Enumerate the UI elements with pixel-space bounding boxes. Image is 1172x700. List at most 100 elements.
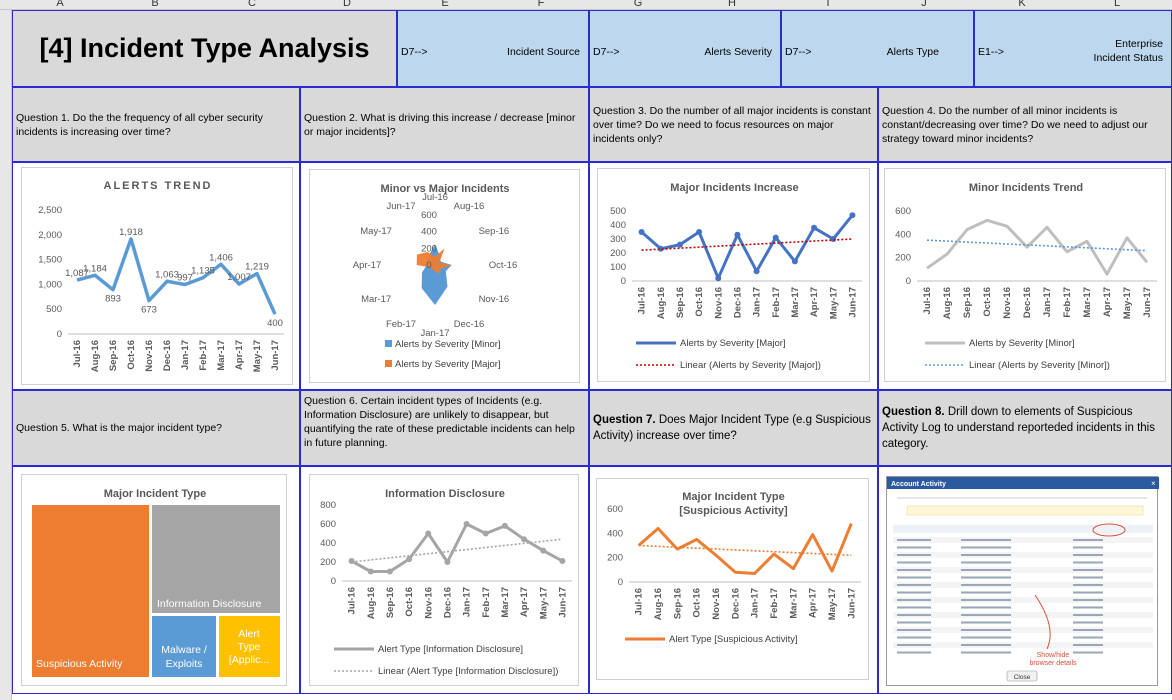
data-point (386, 568, 393, 575)
titlebar (887, 477, 1159, 489)
question-5[interactable]: Question 5. What is the major incident t… (12, 390, 300, 466)
x-tick-label: Nov-16 (423, 587, 434, 619)
header-alerts-type[interactable]: D7--> Alerts Type (781, 10, 974, 87)
legend-label: Linear (Alerts by Severity [Major]) (680, 360, 821, 371)
row-cell (897, 591, 931, 594)
col-L[interactable]: L (1113, 0, 1121, 9)
header-enterprise-status[interactable]: E1--> Enterprise Incident Status (974, 10, 1172, 87)
question-4[interactable]: Question 4. Do the number of all minor i… (878, 87, 1172, 162)
alerts-trend-chart[interactable]: ALERTS TREND 0 500 1,000 1,500 2,000 2,500 Jul-… (21, 167, 293, 385)
chart-title: Minor Incidents Trend (969, 182, 1083, 194)
x-tick-label: Apr-17 (809, 287, 820, 317)
legend-label: Alerts by Severity [Major] (395, 359, 501, 370)
col-F[interactable]: F (537, 0, 545, 9)
radar-axis-label: Nov-16 (479, 294, 510, 305)
question-1[interactable]: Question 1. Do the the frequency of all … (12, 87, 300, 162)
x-tick-label: Apr-17 (519, 587, 530, 617)
trendline (351, 538, 563, 563)
x-tick-label: Jun-17 (557, 587, 568, 618)
data-point (348, 558, 355, 565)
row-cell (1073, 606, 1103, 609)
row-cell (961, 636, 1011, 639)
legend-label: Alerts by Severity [Major] (680, 338, 786, 349)
data-point (715, 275, 722, 282)
y-tick-label: 600 (607, 504, 623, 515)
x-tick-label: Jan-17 (750, 588, 761, 618)
question-6[interactable]: Question 6. Certain incident types of In… (300, 390, 589, 466)
row-cell (961, 651, 1011, 654)
page-title[interactable]: [4] Incident Type Analysis (12, 10, 397, 87)
x-tick-label: Mar-17 (788, 588, 799, 619)
col-H[interactable]: H (728, 0, 736, 9)
x-tick-label: Jun-17 (847, 287, 858, 318)
minor-vs-major-chart[interactable]: Minor vs Major Incidents 0 200 400 600 Jul-16… (309, 169, 580, 383)
x-tick-label: Sep-16 (962, 287, 973, 318)
table-row (893, 567, 1153, 573)
radar-axis-label: Apr-17 (353, 260, 382, 271)
annotation-arrow (1034, 594, 1051, 650)
y-tick-label: 200 (895, 253, 911, 264)
chart-title: Major Incident Type (104, 488, 206, 500)
treemap-label: [Applic... (229, 654, 269, 666)
data-point (830, 236, 837, 242)
data-point (676, 241, 683, 248)
x-tick-label: Dec-16 (1022, 287, 1033, 318)
major-incidents-increase-chart[interactable]: Major Incidents Increase 0 100 200 300 400 500… (597, 168, 870, 382)
data-point (791, 258, 798, 265)
trendline (641, 238, 853, 251)
legend-label: Alert Type [Information Disclosure] (378, 644, 523, 655)
chart-title: Major Incidents Increase (670, 182, 798, 194)
header-incident-source[interactable]: D7--> Incident Source (397, 10, 589, 87)
row-cell (961, 629, 1011, 631)
chart-cell-1 (12, 162, 300, 390)
y-tick-label: 400 (320, 538, 336, 549)
x-tick-label: Jul-16 (634, 588, 645, 615)
chart-title: Major Incident Type (682, 491, 784, 503)
data-point (772, 234, 779, 241)
question-7[interactable]: Question 7. Does Major Incident Type (e.… (589, 390, 878, 466)
x-tick-label: Jul-16 (347, 587, 358, 614)
y-tick-label: 100 (610, 262, 626, 273)
data-label: 673 (141, 305, 157, 316)
col-B[interactable]: B (151, 0, 159, 9)
chart-cell-7 (589, 466, 878, 694)
major-increase-svg: Major Incidents Increase 0 100 200 300 400 500… (610, 182, 862, 371)
col-E[interactable]: E (441, 0, 449, 9)
major-incident-type-treemap[interactable]: Major Incident Type Suspicious Activity In… (21, 474, 287, 686)
x-tick-label: Jan-17 (1042, 287, 1053, 317)
header-alerts-severity[interactable]: D7--> Alerts Severity (589, 10, 781, 87)
row-cell (961, 569, 1011, 571)
legend-label: Alert Type [Suspicious Activity] (669, 634, 798, 645)
legend-label: Alerts by Severity [Minor] (395, 339, 501, 350)
question-7-text: Does Major Incident Type (e.g Suspicious… (593, 414, 871, 442)
data-label: 997 (177, 273, 193, 284)
col-K[interactable]: K (1018, 0, 1026, 9)
data-point (657, 245, 664, 252)
data-point (734, 231, 741, 238)
suspicious-activity-chart[interactable]: Major Incident Type [Suspicious Activity]… (596, 478, 869, 680)
row-cell (897, 599, 931, 601)
question-3[interactable]: Question 3. Do the number of all major i… (589, 87, 878, 162)
y-tick-label: 2,500 (38, 205, 62, 216)
y-tick-label: 200 (607, 553, 623, 564)
legend-swatch (385, 360, 392, 367)
col-I[interactable]: I (826, 0, 830, 9)
x-tick-label: Nov-16 (713, 287, 724, 319)
x-tick-label: Feb-17 (771, 287, 782, 318)
row-cell (897, 651, 931, 654)
question-2[interactable]: Question 2. What is driving this increas… (300, 87, 589, 162)
x-tick-label: Jun-17 (846, 588, 857, 619)
header-label: Enterprise Incident Status (1093, 38, 1163, 64)
col-A[interactable]: A (56, 0, 64, 9)
y-tick-label: 400 (607, 528, 623, 539)
col-G[interactable]: G (633, 0, 643, 9)
col-J[interactable]: J (921, 0, 927, 9)
minor-incidents-trend-chart[interactable]: Minor Incidents Trend 0 200 400 600 Jul-16 Aug… (884, 168, 1166, 382)
col-D[interactable]: D (343, 0, 351, 9)
information-disclosure-chart[interactable]: Information Disclosure 0 200 400 600 800 Jul-1… (309, 474, 579, 686)
alerts-trend-svg: ALERTS TREND 0 500 1,000 1,500 2,000 2,500 Jul-… (38, 180, 284, 372)
x-tick-label: Apr-17 (1102, 287, 1113, 317)
question-8[interactable]: Question 8. Drill down to elements of Su… (878, 390, 1172, 466)
col-C[interactable]: C (248, 0, 256, 9)
account-activity-screenshot[interactable]: Account Activity × Show/hide browser detail… (886, 476, 1159, 686)
